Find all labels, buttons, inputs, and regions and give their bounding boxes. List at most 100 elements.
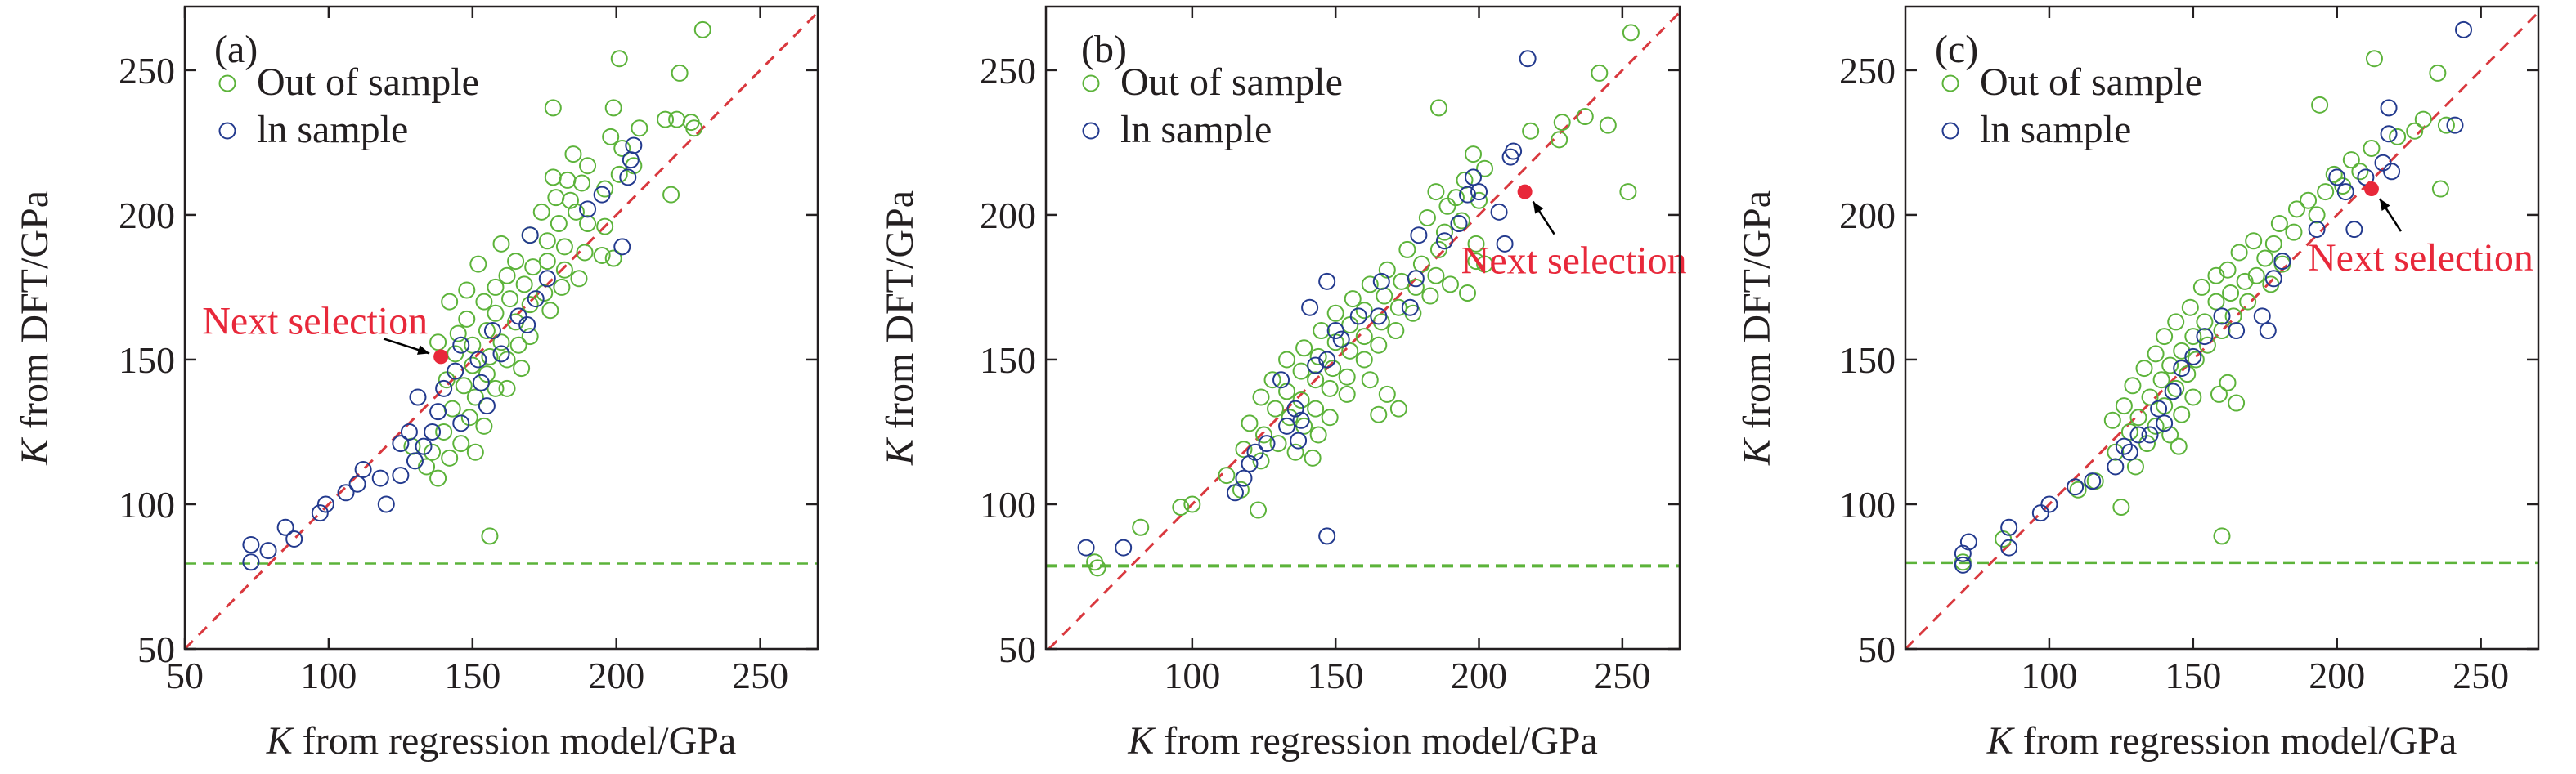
panel-2-data-point	[1476, 159, 1494, 177]
panel-1-x-axis-label-text: from regression model/GPa	[293, 719, 737, 763]
panel-2-data-point	[1246, 443, 1264, 461]
panel-1-data-point	[564, 145, 582, 163]
panel-1-data-point	[596, 217, 614, 235]
panel-3-data-point	[2141, 388, 2159, 406]
panel-2-data-point	[1267, 400, 1285, 418]
panel-2-data-point	[1307, 400, 1325, 418]
panel-2-data-point	[1551, 131, 1568, 149]
panel-2-data-point	[1278, 417, 1296, 435]
panel-3-data-point	[2031, 504, 2049, 522]
panel-3-data-point	[2259, 322, 2277, 340]
panel-3-frame	[1904, 5, 2540, 651]
panel-1-annotation-label: Next selection	[202, 299, 428, 342]
panel-3-legend-marker	[1941, 122, 1959, 140]
panel-3-data-point	[2300, 191, 2318, 209]
panel-3-data-point	[2040, 495, 2058, 513]
panel-3-data-point	[2345, 221, 2363, 239]
panel-1-data-point	[460, 409, 478, 427]
panel-1-data-point	[593, 186, 611, 204]
panel-3-data-point	[2120, 443, 2138, 461]
panel-3-data-point	[2152, 371, 2170, 389]
panel-3-data-point	[2115, 397, 2133, 415]
panel-2-data-point	[1427, 183, 1445, 201]
panel-2-data-point	[1292, 391, 1310, 409]
panel-2-data-point	[1241, 414, 1259, 432]
panel-1-data-point	[483, 322, 501, 340]
panel-1-data-point	[576, 244, 594, 262]
panel-2-data-point	[1496, 235, 1514, 253]
panel-1-y-axis-label: K from DFT/GPa	[13, 190, 56, 466]
panel-1-identity-line	[185, 11, 818, 649]
panel-1-data-point	[447, 362, 464, 380]
panel-1-data-point	[559, 171, 577, 189]
panel-1-data-point	[452, 336, 470, 354]
panel-3-data-point	[2135, 360, 2153, 378]
panel-3-data-point	[2184, 347, 2202, 365]
panel-1-data-point	[613, 238, 631, 256]
panel-2-data-point	[1338, 368, 1356, 386]
panel-3-y-tick-label: 200	[1839, 195, 1896, 236]
panel-1-data-point	[532, 203, 550, 221]
panel-3-data-point	[2147, 345, 2165, 363]
panel-1-data-point	[541, 302, 559, 320]
panel-1-data-point	[276, 518, 294, 536]
panel-3-data-point	[2446, 116, 2464, 134]
panel-3-identity-line	[1905, 11, 2538, 649]
panel-1-y-axis-label-symbol: K	[13, 436, 56, 466]
panel-1-data-point	[285, 530, 303, 548]
panel-1-data-point	[487, 379, 505, 397]
panel-2-legend-marker	[1082, 74, 1100, 92]
panel-1-data-point	[418, 458, 436, 476]
panel-2-data-point	[1393, 272, 1411, 290]
panel-1-data-point	[515, 275, 533, 293]
panel-3-data-point	[2406, 122, 2424, 140]
panel-2-data-point	[1241, 454, 1259, 472]
panel-2-y-tick-label: 50	[999, 629, 1036, 670]
panel-2-data-point	[1622, 24, 1640, 42]
panel-1-data-point	[555, 261, 573, 279]
panel-2-y-axis-label: K from DFT/GPa	[878, 190, 922, 466]
panel-2: Next selection 100 150 200 250 50 100 150 200 250…	[878, 5, 1687, 763]
panel-3-series-out-of-sample	[1954, 50, 2455, 571]
panel-1-data-point	[685, 119, 703, 137]
panel-1-x-tick-label: 200	[588, 655, 644, 696]
panel-2-series-out-of-sample	[1086, 24, 1640, 577]
panel-1-data-point	[438, 371, 456, 389]
panel-2-y-tick-label: 100	[980, 484, 1036, 526]
panel-2-data-point	[1250, 501, 1268, 519]
panel-1-data-point	[622, 151, 640, 169]
panel-2-data-point	[1576, 108, 1594, 126]
panel-3-data-point	[2000, 539, 2018, 557]
panel-2-data-point	[1435, 232, 1453, 250]
panel-2-data-point	[1269, 435, 1287, 453]
panel-3-x-tick-label: 150	[2165, 655, 2221, 696]
panel-1-data-point	[518, 315, 536, 333]
panel-2-data-point	[1450, 215, 1468, 233]
panel-2-data-point	[1470, 183, 1488, 201]
panel-1-data-point	[464, 356, 482, 374]
panel-1-legend-label: ln sample	[257, 108, 408, 151]
panel-2-data-point	[1341, 342, 1359, 360]
panel-1-x-tick-label: 150	[444, 655, 500, 696]
panel-2-data-point	[1591, 64, 1609, 82]
panel-2-data-point	[1619, 183, 1637, 201]
panel-3-data-point	[1959, 533, 1977, 551]
panel-2-x-tick-label: 150	[1308, 655, 1364, 696]
panel-1-data-point	[478, 322, 496, 340]
panel-2-data-point	[1278, 383, 1296, 400]
panel-3-data-point	[2264, 270, 2282, 288]
panel-3-x-axis-label-text: from regression model/GPa	[2013, 719, 2457, 763]
panel-2-y-axis-label-text: from DFT/GPa	[878, 190, 922, 439]
panel-2-data-point	[1465, 145, 1483, 163]
panel-1-data-point	[662, 186, 680, 204]
panel-2-data-point	[1412, 255, 1430, 273]
panel-1-data-point	[544, 99, 562, 117]
panel-3-data-point	[2273, 253, 2291, 271]
panel-3-data-point	[2120, 423, 2138, 441]
panel-2-data-point	[1324, 360, 1342, 378]
panel-1-data-point	[429, 333, 447, 351]
panel-1-data-point	[498, 351, 516, 369]
panel-1-data-point	[579, 200, 597, 218]
